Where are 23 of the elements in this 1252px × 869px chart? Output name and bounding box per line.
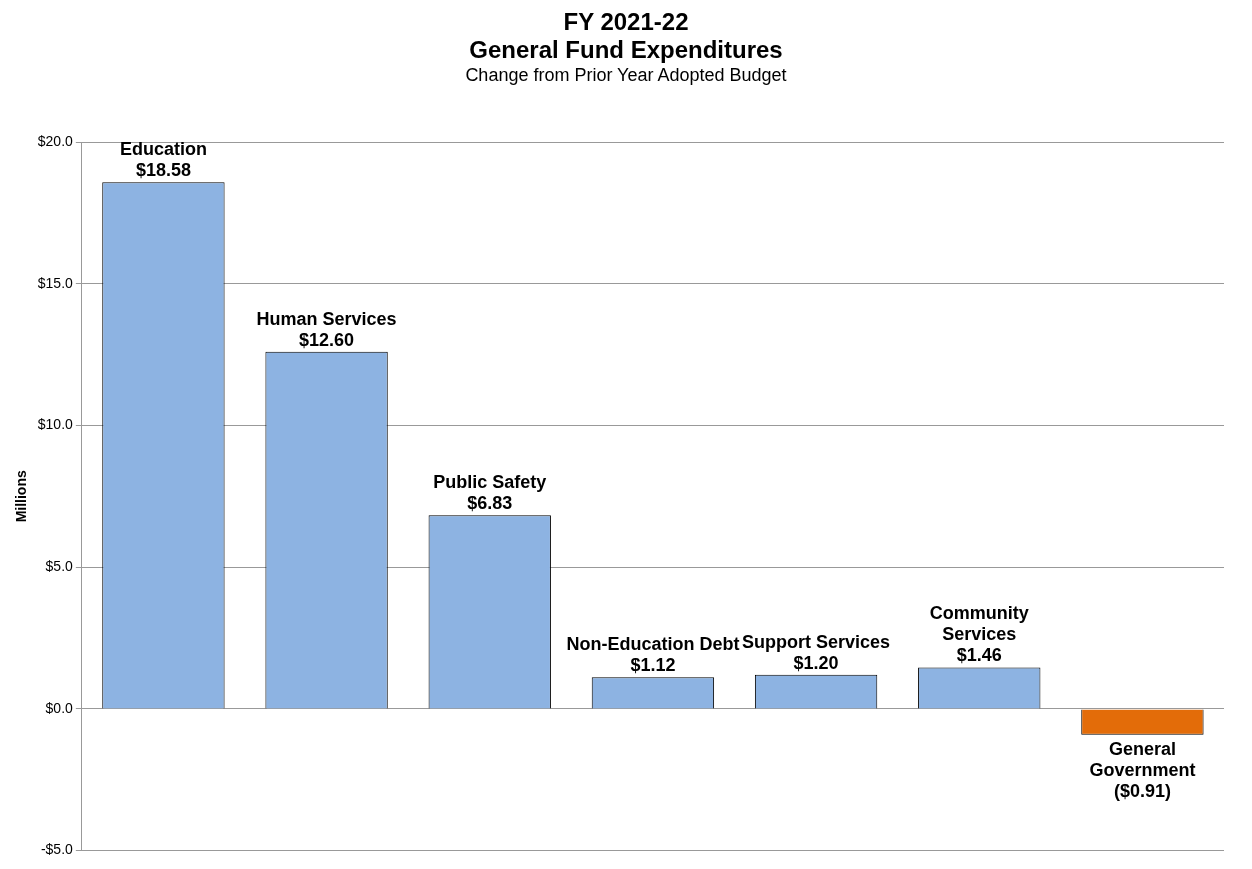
y-tick-label: $0.0 — [45, 699, 74, 716]
data-label: $6.83 — [467, 493, 513, 514]
data-label: $1.20 — [793, 652, 839, 673]
x-tick-label: Human Services — [256, 308, 397, 329]
y-tick-label: $10.0 — [37, 416, 74, 433]
data-label: $1.12 — [630, 655, 676, 676]
y-tick-label: $20.0 — [37, 132, 74, 149]
y-tick-label: $5.0 — [45, 558, 74, 575]
x-tick-label: Education — [119, 139, 207, 160]
x-tick-label: Support Services — [742, 631, 891, 652]
y-axis-title: Millions — [13, 470, 30, 523]
data-label: ($0.91) — [1113, 780, 1171, 801]
y-tick-label: $15.0 — [37, 274, 74, 291]
x-tick-label: Non-Education Debt — [566, 634, 740, 655]
data-label: $1.46 — [956, 645, 1002, 666]
x-tick-label: Community Services — [929, 603, 1029, 645]
data-label: $12.60 — [299, 329, 355, 350]
x-tick-label: Public Safety — [433, 472, 547, 493]
y-tick-label: -$5.0 — [40, 841, 74, 858]
chart-title: FY 2021-22 General Fund Expenditures — [468, 8, 784, 64]
data-label: $18.58 — [135, 160, 191, 181]
x-tick-label: General Government — [1089, 738, 1196, 780]
chart-subtitle: Change from Prior Year Adopted Budget — [464, 64, 788, 86]
